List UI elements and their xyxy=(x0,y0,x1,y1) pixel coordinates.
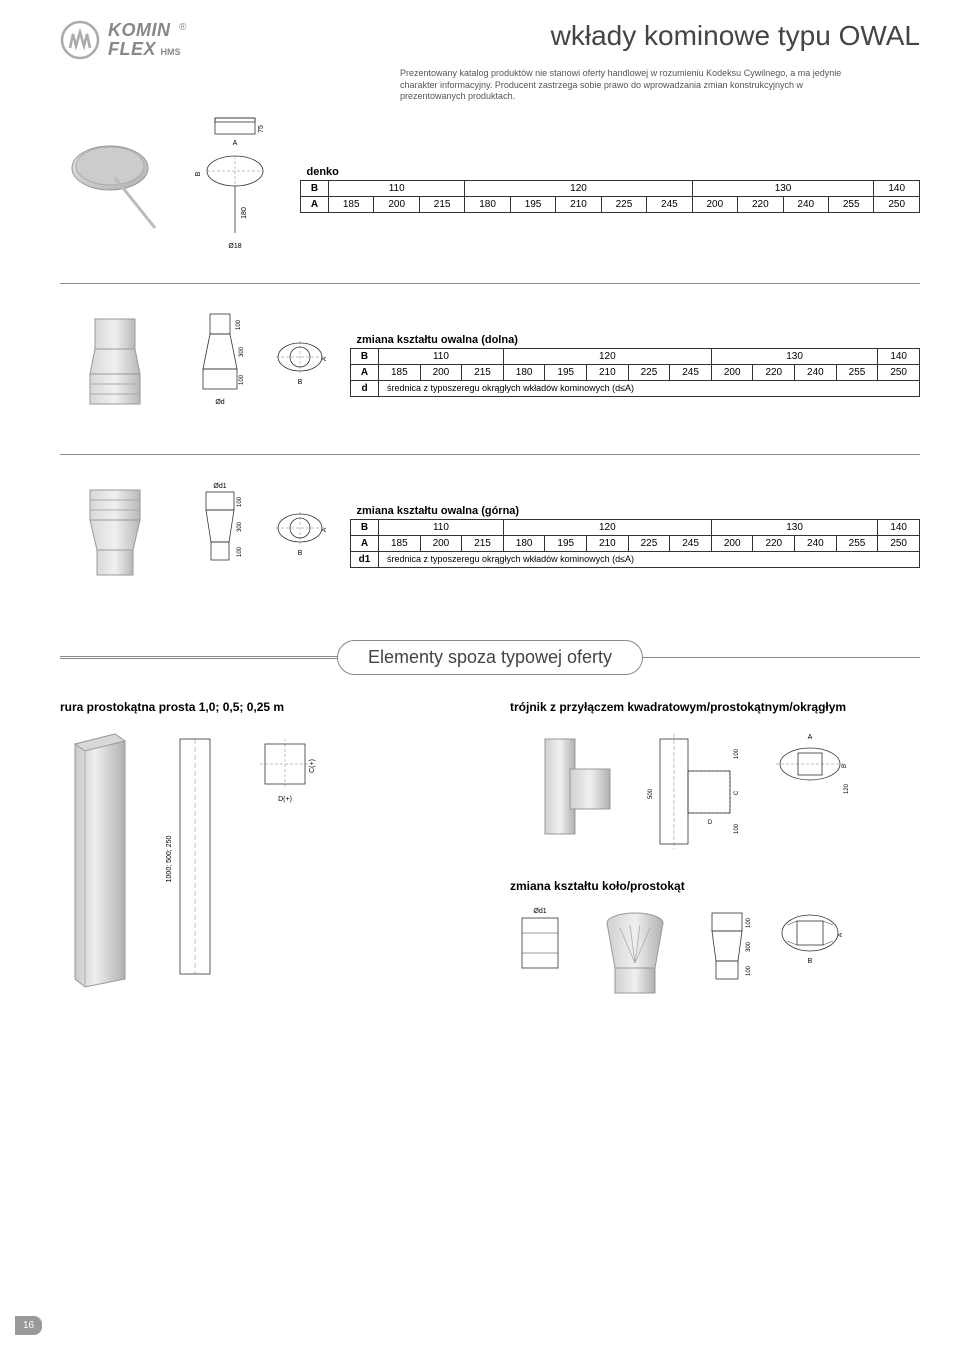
disclaimer-text: Prezentowany katalog produktów nie stano… xyxy=(400,68,860,103)
svg-text:A: A xyxy=(322,357,328,361)
section-heading: Elementy spoza typowej oferty xyxy=(337,640,643,675)
bottom-left: rura prostokątna prosta 1,0; 0,5; 0,25 m… xyxy=(60,700,470,1003)
tech-drawing-gorna-1: Ød1 100 300 100 xyxy=(190,495,250,575)
svg-text:500: 500 xyxy=(648,788,654,799)
tech-drawing-kolo-2: 100 300 100 xyxy=(700,903,755,1003)
svg-text:75: 75 xyxy=(258,125,265,133)
product-photo-dolna xyxy=(60,309,170,419)
svg-text:C(+): C(+) xyxy=(309,759,316,773)
tech-drawing-gorna-2: A B xyxy=(270,495,330,575)
tech-drawing-trojnik-2: A B 120 xyxy=(770,729,850,809)
tech-drawing-kolo-1: Ød1 xyxy=(510,903,570,983)
section-heading-wrap: Elementy spoza typowej oferty xyxy=(60,640,920,675)
tech-drawing-kolo-3: A B xyxy=(775,903,845,973)
logo-sub: HMS xyxy=(160,47,180,57)
tech-drawing-denko: 75 A B 180 Ø18 xyxy=(190,128,280,248)
svg-text:100: 100 xyxy=(237,496,243,507)
svg-text:A: A xyxy=(808,734,813,741)
table-gorna: zmiana kształtu owalna (górna)B110120130… xyxy=(350,503,920,568)
svg-text:A: A xyxy=(838,933,844,937)
tech-drawing-dolna-1: 100 300 100 Ød xyxy=(190,324,250,404)
svg-text:100: 100 xyxy=(746,917,752,928)
svg-text:A: A xyxy=(322,528,328,532)
heading-line-right xyxy=(643,657,920,658)
product-photo-trojnik xyxy=(510,729,620,849)
svg-text:B: B xyxy=(297,550,302,557)
svg-text:120: 120 xyxy=(844,783,850,794)
page-header: KOMIN ® FLEX HMS wkłady kominowe typu OW… xyxy=(60,20,920,60)
tech-drawing-trojnik-1: 500 100 C 100 D xyxy=(640,729,750,859)
svg-text:300: 300 xyxy=(239,346,245,357)
tech-drawing-dolna-2: A B xyxy=(270,324,330,404)
product-photo-gorna xyxy=(60,480,170,590)
svg-text:100: 100 xyxy=(237,546,243,557)
svg-text:100: 100 xyxy=(734,748,740,759)
svg-text:100: 100 xyxy=(734,823,740,834)
svg-text:B: B xyxy=(808,958,813,965)
logo-reg: ® xyxy=(179,22,186,33)
svg-text:Ød1: Ød1 xyxy=(213,483,226,490)
svg-text:Ød1: Ød1 xyxy=(533,908,546,915)
product-photo-denko xyxy=(60,133,170,243)
page-title: wkłady kominowe typu OWAL xyxy=(551,20,920,52)
svg-text:100: 100 xyxy=(239,374,245,385)
svg-text:D: D xyxy=(708,820,713,826)
svg-text:A: A xyxy=(233,140,238,147)
table-dolna: zmiana kształtu owalna (dolna)B110120130… xyxy=(350,332,920,397)
svg-text:B: B xyxy=(195,171,202,176)
svg-text:C: C xyxy=(734,790,740,795)
svg-text:100: 100 xyxy=(236,319,242,330)
svg-text:1000; 500; 250: 1000; 500; 250 xyxy=(166,836,173,883)
bottom-section: rura prostokątna prosta 1,0; 0,5; 0,25 m… xyxy=(60,700,920,1003)
divider xyxy=(60,454,920,455)
svg-text:100: 100 xyxy=(746,965,752,976)
svg-text:300: 300 xyxy=(746,941,752,952)
svg-text:B: B xyxy=(842,764,848,768)
svg-text:180: 180 xyxy=(241,207,248,219)
product-row-denko: 75 A B 180 Ø18 denkoB110120130140A185200… xyxy=(60,128,920,263)
bottom-right-title: trójnik z przyłączem kwadratowym/prostok… xyxy=(510,700,920,714)
bottom-sub-title: zmiana kształtu koło/prostokąt xyxy=(510,879,920,893)
logo: KOMIN ® FLEX HMS xyxy=(60,20,186,60)
product-photo-rura xyxy=(60,729,140,989)
logo-line1: KOMIN xyxy=(108,20,171,40)
svg-text:Ø18: Ø18 xyxy=(228,243,241,250)
tech-drawing-rura-1: 1000; 500; 250 xyxy=(160,729,230,989)
svg-text:Ød: Ød xyxy=(215,399,224,406)
table-denko: denkoB110120130140A185200215180195210225… xyxy=(300,164,920,213)
bottom-right: trójnik z przyłączem kwadratowym/prostok… xyxy=(510,700,920,1003)
logo-line2: FLEX xyxy=(108,39,156,59)
page-number: 16 xyxy=(15,1316,42,1335)
bottom-left-title: rura prostokątna prosta 1,0; 0,5; 0,25 m xyxy=(60,700,470,714)
product-row-dolna: 100 300 100 Ød A B zmiana kształtu owaln… xyxy=(60,309,920,434)
svg-text:D(+): D(+) xyxy=(278,796,292,803)
product-row-gorna: Ød1 100 300 100 A B zmiana kształtu owal… xyxy=(60,480,920,605)
svg-text:B: B xyxy=(297,379,302,386)
catalog-page: KOMIN ® FLEX HMS wkłady kominowe typu OW… xyxy=(0,0,960,1350)
product-photo-kolo xyxy=(590,903,680,1003)
tech-drawing-rura-2: C(+) D(+) xyxy=(250,729,320,819)
heading-line-left xyxy=(60,656,337,659)
logo-icon xyxy=(60,20,100,60)
svg-text:300: 300 xyxy=(237,521,243,532)
divider xyxy=(60,283,920,284)
